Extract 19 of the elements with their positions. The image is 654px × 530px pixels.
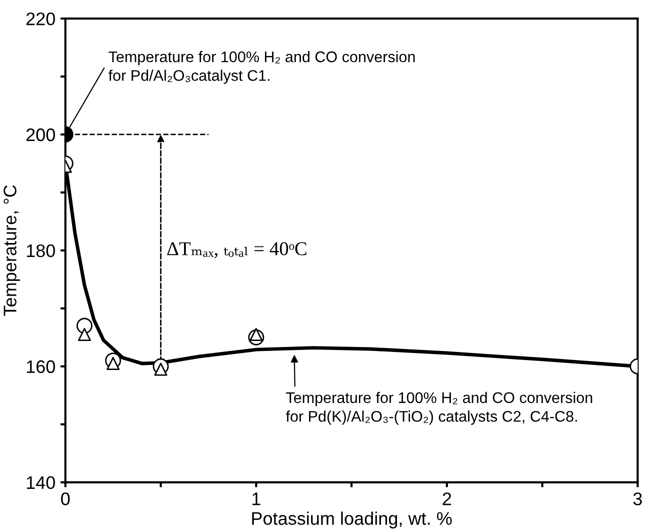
y-tick-label: 200 [26,128,55,142]
point [154,362,168,376]
y-axis-title: Temperature, °C [4,185,20,316]
y-tick-label: 180 [26,244,55,258]
y-tick-label: 160 [26,360,55,374]
point [250,328,263,341]
x-tick-label: 0 [61,492,70,506]
x-tick-label: 1 [252,492,260,506]
point [76,318,92,334]
annotation: Temperature for 100% H₂ and CO conversion for Pd/Al₂O₃catalyst C1. [108,51,415,84]
point [78,328,91,341]
x-tick-label: 2 [442,492,452,506]
annotation: ΔTₘₐₓ, ₜₒₜₐₗ = 40ᵒC [167,242,306,258]
x-axis-title: Potassium loading, wt. % [252,512,452,528]
y-tick-label: 140 [26,476,55,490]
annotation: Temperature for 100% H₂ and CO conversion for Pd(K)/Al₂O₃-(TiO₂) catalysts C2, C4-C8. [286,392,592,425]
x-tick-label: 3 [633,492,642,506]
point [106,356,120,370]
y-tick-label: 220 [26,12,55,26]
